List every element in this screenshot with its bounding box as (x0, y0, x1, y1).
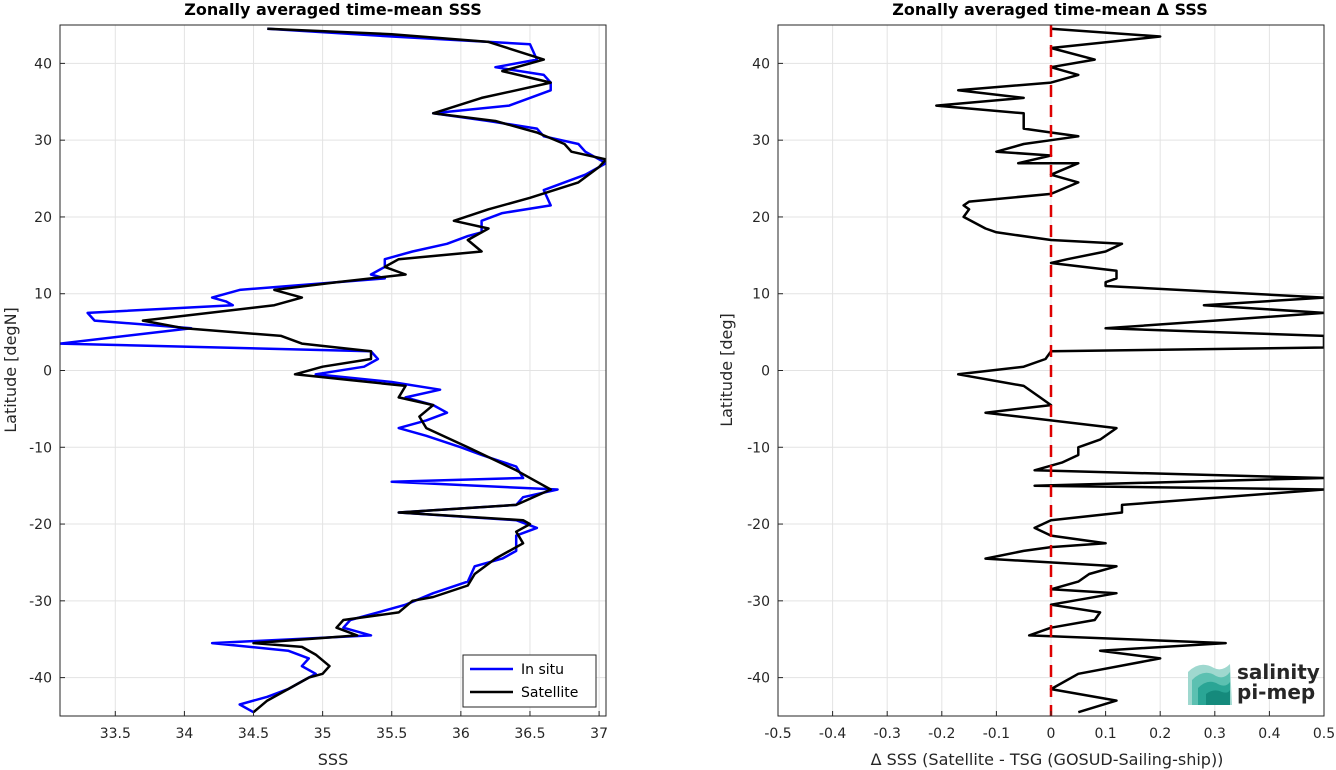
left-chart-panel: 33.5 34 34.5 35 35.5 36 36.5 37 40 30 20 10 0 -10 -20 -… (1, 0, 608, 769)
legend: In situ Satellite (462, 654, 597, 708)
right-y-tick-label: 10 (752, 287, 770, 303)
left-y-tick-label: 30 (34, 133, 52, 149)
right-x-tick-label: 0.4 (1258, 726, 1280, 742)
logo-text-pi-mep: pi-mep (1237, 680, 1315, 704)
right-x-tick-label: 0.3 (1204, 726, 1226, 742)
left-series-group (60, 27, 606, 714)
right-y-tick-label: -10 (747, 440, 770, 456)
right-y-tick-label: 20 (752, 210, 770, 226)
right-series-line-0 (935, 27, 1324, 714)
left-series-line-satellite (141, 27, 606, 714)
legend-label-satellite: Satellite (521, 685, 578, 701)
right-x-tick-label: -0.3 (874, 726, 901, 742)
right-y-tick-label: -20 (747, 517, 770, 533)
right-chart-title: Zonally averaged time-mean Δ SSS (892, 0, 1208, 19)
legend-label-in-situ: In situ (521, 662, 564, 678)
left-y-tick-label: -10 (29, 440, 52, 456)
right-y-tick-label: -30 (747, 594, 770, 610)
right-x-tick-label: 0.1 (1094, 726, 1116, 742)
left-y-tick-label: 0 (43, 364, 52, 380)
left-x-tick-label: 37 (590, 726, 608, 742)
right-y-axis-label: Latitude [deg] (717, 313, 736, 427)
legend-box (462, 654, 597, 708)
left-x-tick-label: 33.5 (100, 726, 131, 742)
left-x-tick-label: 35 (314, 726, 332, 742)
logo-text-salinity: salinity (1237, 660, 1320, 684)
left-y-tick-label: -20 (29, 517, 52, 533)
left-x-axis-label: SSS (318, 750, 348, 769)
wave-icon (1188, 664, 1232, 705)
left-x-tick-label: 34.5 (238, 726, 269, 742)
right-y-tick-label: 30 (752, 133, 770, 149)
left-series-line-in-situ (60, 27, 606, 714)
right-x-axis-label: Δ SSS (Satellite - TSG (GOSUD-Sailing-sh… (871, 750, 1224, 769)
right-series-group (935, 25, 1324, 716)
left-y-tick-label: 40 (34, 56, 52, 72)
left-tick-labels: 33.5 34 34.5 35 35.5 36 36.5 37 40 30 20 10 0 -10 -20 -… (29, 56, 608, 742)
left-x-tick-label: 35.5 (376, 726, 407, 742)
right-x-tick-label: -0.4 (819, 726, 846, 742)
left-y-tick-label: -30 (29, 594, 52, 610)
salinity-pi-mep-logo: salinity pi-mep (1188, 660, 1320, 705)
left-chart-title: Zonally averaged time-mean SSS (184, 0, 482, 19)
right-x-tick-label: 0.2 (1149, 726, 1171, 742)
left-y-axis-label: Latitude [degN] (1, 307, 20, 433)
left-y-tick-label: 10 (34, 287, 52, 303)
left-y-tick-label: 20 (34, 210, 52, 226)
right-chart-panel: -0.5 -0.4 -0.3 -0.2 -0.1 0 0.1 0.2 0.3 0.4 0.5 40 30… (717, 0, 1335, 769)
left-x-tick-label: 36 (452, 726, 470, 742)
right-tick-labels: -0.5 -0.4 -0.3 -0.2 -0.1 0 0.1 0.2 0.3 0.4 0.5 40 30… (747, 56, 1335, 742)
left-grid (60, 25, 606, 716)
right-y-tick-label: -40 (747, 671, 770, 687)
right-y-tick-label: 40 (752, 56, 770, 72)
left-x-tick-label: 36.5 (514, 726, 545, 742)
right-x-tick-label: -0.1 (983, 726, 1010, 742)
left-y-tick-label: -40 (29, 671, 52, 687)
left-x-tick-label: 34 (175, 726, 193, 742)
right-x-tick-label: -0.2 (928, 726, 955, 742)
right-x-tick-label: 0.5 (1313, 726, 1335, 742)
right-x-tick-label: 0 (1047, 726, 1056, 742)
right-y-tick-label: 0 (761, 364, 770, 380)
right-x-tick-label: -0.5 (764, 726, 791, 742)
